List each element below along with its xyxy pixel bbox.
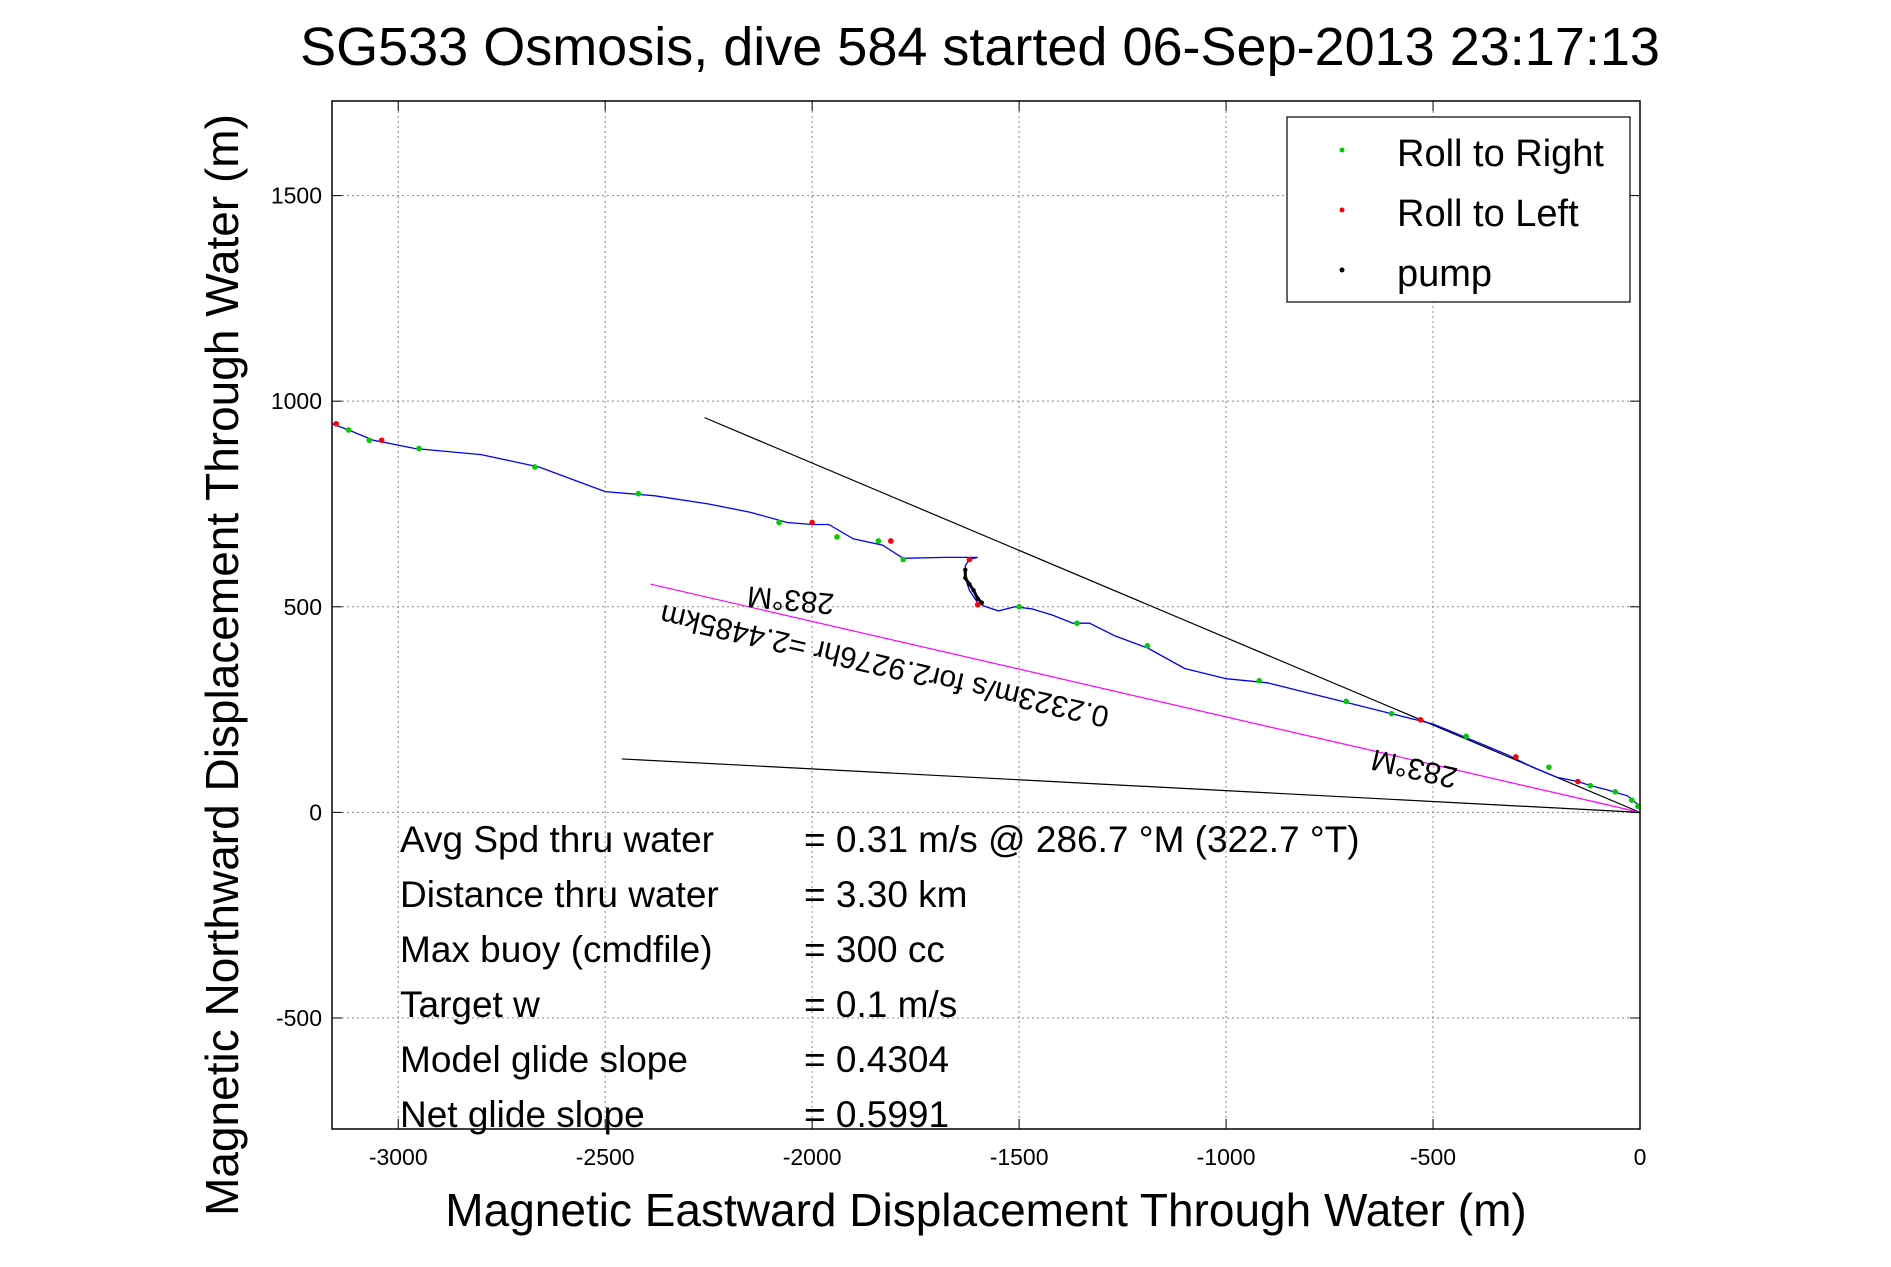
roll-to-right-point (416, 445, 422, 452)
x-tick-label: -1500 (990, 1144, 1049, 1170)
roll-to-right-point (1074, 620, 1080, 627)
legend-marker (1339, 147, 1345, 153)
roll-to-right-point (1388, 710, 1395, 717)
roll-to-right-point (1463, 733, 1469, 740)
roll-to-right-point (1016, 603, 1022, 610)
legend-marker (1339, 207, 1345, 213)
track-layer (331, 423, 1641, 807)
reference-lines (621, 417, 1641, 813)
roll-to-right-point (1343, 698, 1349, 705)
y-tick-label: 1500 (271, 183, 322, 209)
pump-point (967, 581, 972, 587)
x-axis-label: Magnetic Eastward Displacement Through W… (445, 1184, 1526, 1236)
roll-to-right-point (366, 437, 373, 444)
x-tick-label: -3000 (369, 1144, 428, 1170)
roll-to-right-point (900, 556, 907, 563)
stat-value: = 0.5991 (804, 1094, 949, 1135)
y-tick-label: -500 (276, 1005, 322, 1031)
stat-label: Avg Spd thru water (400, 819, 714, 860)
pump-point (975, 596, 980, 601)
chart-title: SG533 Osmosis, dive 584 started 06-Sep-2… (300, 17, 1660, 77)
stat-value: = 3.30 km (804, 874, 968, 915)
roll-to-left-point (1417, 717, 1424, 723)
roll-to-right-point (532, 464, 538, 470)
pump-point (971, 588, 976, 593)
roll-to-left-point (1575, 778, 1581, 785)
stat-label: Distance thru water (400, 874, 719, 915)
legend-label: pump (1397, 253, 1492, 295)
roll-to-right-point (1628, 797, 1635, 803)
roll-to-left-point (378, 437, 385, 444)
legend-label: Roll to Right (1397, 133, 1604, 175)
marker-layer (333, 420, 1641, 810)
stat-label: Model glide slope (400, 1039, 688, 1080)
legend: Roll to Right Roll to Left pump (1286, 116, 1631, 303)
roll-to-right-point (776, 519, 782, 526)
roll-to-right-point (1256, 677, 1262, 684)
y-tick-label: 0 (309, 799, 322, 825)
y-tick-label: 1000 (271, 388, 322, 414)
x-tick-label: -500 (1410, 1144, 1456, 1170)
roll-to-right-point (1546, 764, 1552, 770)
x-tick-label: -2000 (783, 1144, 842, 1170)
roll-to-right-point (834, 534, 840, 540)
roll-to-left-point (966, 556, 973, 563)
annotation-1: 283°M (746, 580, 836, 620)
roll-to-left-point (974, 601, 981, 608)
roll-to-left-point (1513, 754, 1519, 760)
stat-value: = 0.31 m/s @ 286.7 °M (322.7 °T) (804, 819, 1360, 860)
plot-frame (331, 100, 1641, 1130)
roll-to-left-point (809, 519, 815, 526)
x-tick-label: 0 (1634, 1144, 1647, 1170)
stat-value: = 0.1 m/s (804, 984, 957, 1025)
x-tick-label: -2500 (576, 1144, 635, 1170)
roll-to-right-point (1144, 643, 1151, 649)
roll-to-right-point (635, 490, 642, 497)
roll-to-right-point (875, 538, 882, 544)
reference-line-3 (650, 583, 1641, 813)
pump-point (963, 567, 968, 572)
stat-label: Target w (400, 984, 540, 1025)
x-tick-label: -1000 (1197, 1144, 1256, 1170)
legend-marker (1339, 267, 1345, 273)
roll-to-left-point (887, 538, 894, 544)
reference-line-1 (704, 417, 1641, 813)
glider-track-line (331, 423, 1641, 807)
pump-point (979, 600, 985, 605)
y-axis-label: Magnetic Northward Displacement Through … (196, 114, 248, 1216)
roll-to-right-point (1612, 789, 1618, 795)
legend-label: Roll to Left (1397, 193, 1579, 235)
roll-to-right-point (345, 427, 352, 433)
roll-to-left-point (333, 420, 339, 427)
stat-label: Max buoy (cmdfile) (400, 929, 713, 970)
roll-to-right-point (1587, 782, 1594, 789)
tick-layer: -3000 -2500 -2000 -1500 -1000 -500 0 -500 0 500 10… (271, 101, 1647, 1170)
stats-block: Avg Spd thru water = 0.31 m/s @ 286.7 °M … (400, 819, 1360, 1135)
y-tick-label: 500 (284, 594, 322, 620)
stat-label: Net glide slope (400, 1094, 645, 1135)
pump-point (963, 575, 968, 581)
reference-line-2 (621, 758, 1641, 813)
stat-value: = 300 cc (804, 929, 945, 970)
stat-value: = 0.4304 (804, 1039, 949, 1080)
